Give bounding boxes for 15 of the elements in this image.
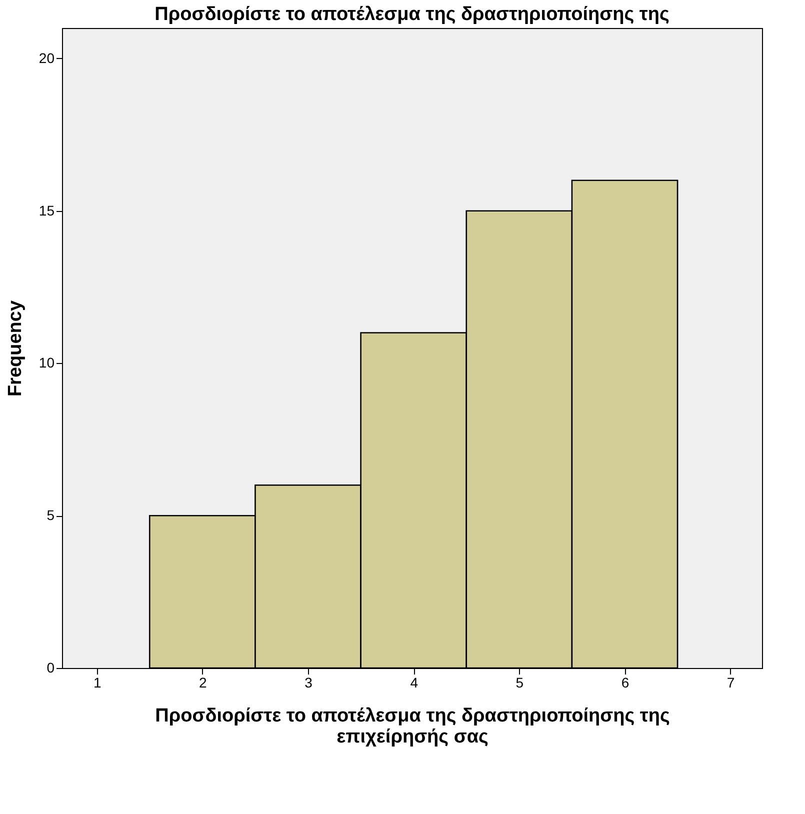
x-axis-title: Προσδιορίστε το αποτέλεσμα της δραστηριοποίησης της επιχείρησής σας — [155, 706, 670, 748]
x-tick-label: 6 — [621, 674, 630, 690]
y-axis-title: Frequency — [4, 300, 26, 397]
y-tick-label: 20 — [38, 50, 55, 66]
y-tick-label: 15 — [38, 202, 55, 218]
x-tick-label: 3 — [304, 674, 313, 690]
x-tick-label: 2 — [199, 674, 208, 690]
y-tick-label: 10 — [38, 354, 55, 371]
x-tick-label: 4 — [410, 674, 418, 690]
x-tick-label: 1 — [93, 674, 102, 690]
x-tick-label: 7 — [726, 674, 735, 690]
chart-title: Προσδιορίστε το αποτέλεσμα της δραστηριοποίησης της — [154, 4, 670, 25]
y-tick-label: 5 — [46, 507, 55, 524]
x-tick-label: 5 — [516, 674, 524, 690]
y-tick-label: 0 — [46, 660, 55, 676]
